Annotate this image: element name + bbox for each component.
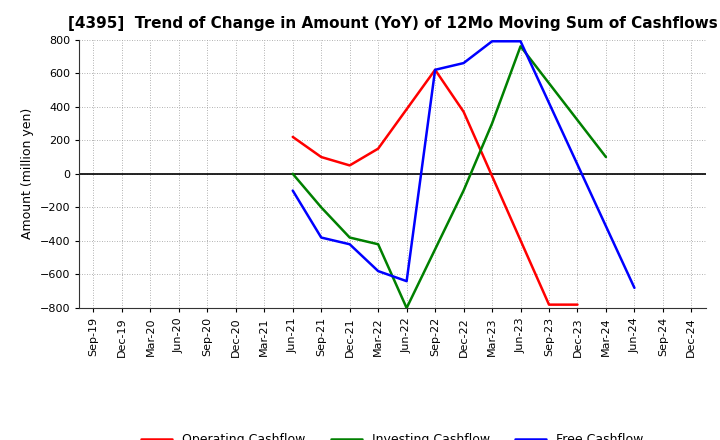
Operating Cashflow	[459, 109, 468, 114]
Operating Cashflow	[289, 134, 297, 139]
Investing Cashflow	[431, 247, 439, 252]
Investing Cashflow	[487, 121, 496, 126]
Operating Cashflow	[374, 146, 382, 151]
Free Cashflow	[459, 60, 468, 66]
Free Cashflow	[431, 67, 439, 73]
Free Cashflow	[630, 285, 639, 290]
Operating Cashflow	[346, 163, 354, 168]
Investing Cashflow	[374, 242, 382, 247]
Investing Cashflow	[602, 154, 611, 160]
Y-axis label: Amount (million yen): Amount (million yen)	[21, 108, 34, 239]
Line: Free Cashflow: Free Cashflow	[293, 41, 634, 288]
Line: Operating Cashflow: Operating Cashflow	[293, 70, 577, 304]
Operating Cashflow	[545, 302, 554, 307]
Investing Cashflow	[516, 44, 525, 49]
Free Cashflow	[487, 39, 496, 44]
Free Cashflow	[289, 188, 297, 193]
Investing Cashflow	[402, 305, 411, 311]
Line: Investing Cashflow: Investing Cashflow	[293, 46, 606, 308]
Investing Cashflow	[459, 188, 468, 193]
Legend: Operating Cashflow, Investing Cashflow, Free Cashflow: Operating Cashflow, Investing Cashflow, …	[135, 427, 650, 440]
Operating Cashflow	[431, 67, 439, 73]
Free Cashflow	[402, 279, 411, 284]
Investing Cashflow	[346, 235, 354, 240]
Free Cashflow	[374, 268, 382, 274]
Operating Cashflow	[573, 302, 582, 307]
Title: [4395]  Trend of Change in Amount (YoY) of 12Mo Moving Sum of Cashflows: [4395] Trend of Change in Amount (YoY) o…	[68, 16, 717, 32]
Investing Cashflow	[317, 205, 325, 210]
Free Cashflow	[346, 242, 354, 247]
Operating Cashflow	[317, 154, 325, 160]
Free Cashflow	[516, 39, 525, 44]
Free Cashflow	[317, 235, 325, 240]
Investing Cashflow	[289, 171, 297, 176]
